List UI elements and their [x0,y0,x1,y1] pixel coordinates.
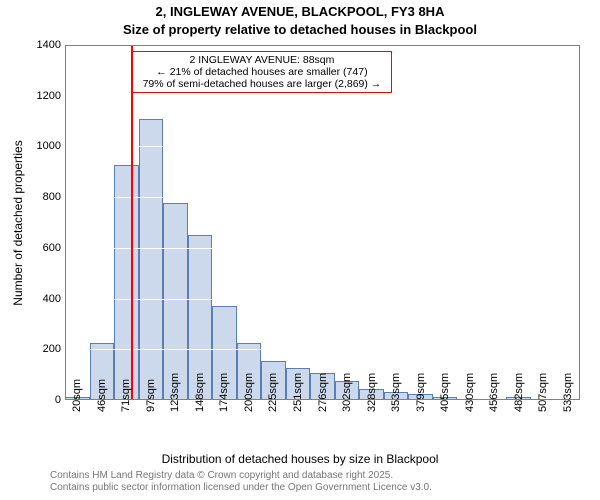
ytick-label: 1200 [37,90,61,102]
bar [114,165,139,400]
grid-line [65,197,580,198]
grid-line [65,45,580,46]
ytick-label: 400 [43,293,61,305]
annotation-line: 2 INGLEWAY AVENUE: 88sqm [137,54,387,66]
y-axis-label: Number of detached properties [11,140,25,305]
grid-line [65,248,580,249]
ytick-label: 800 [43,191,61,203]
footer: Contains HM Land Registry data © Crown c… [0,470,600,493]
grid-line [65,299,580,300]
grid-line [65,349,580,350]
ytick-label: 0 [55,394,61,406]
bar [139,119,164,400]
plot-area: 2 INGLEWAY AVENUE: 88sqm ← 21% of detach… [65,45,580,400]
annotation-line: ← 21% of detached houses are smaller (74… [137,66,387,78]
footer-line: Contains HM Land Registry data © Crown c… [50,470,600,482]
ytick-label: 1000 [37,140,61,152]
chart-container: { "title": "2, INGLEWAY AVENUE, BLACKPOO… [0,0,600,500]
ytick-label: 200 [43,343,61,355]
ytick-label: 1400 [37,39,61,51]
chart-title: 2, INGLEWAY AVENUE, BLACKPOOL, FY3 8HA [0,4,600,19]
grid-line [65,146,580,147]
grid-line [65,96,580,97]
footer-line: Contains public sector information licen… [50,482,600,494]
ytick-label: 600 [43,242,61,254]
annotation-box: 2 INGLEWAY AVENUE: 88sqm ← 21% of detach… [132,51,392,93]
marker-line [131,45,133,400]
x-axis-label: Distribution of detached houses by size … [0,452,600,466]
annotation-line: 79% of semi-detached houses are larger (… [137,78,387,90]
bar [163,203,188,400]
chart-subtitle: Size of property relative to detached ho… [0,22,600,37]
